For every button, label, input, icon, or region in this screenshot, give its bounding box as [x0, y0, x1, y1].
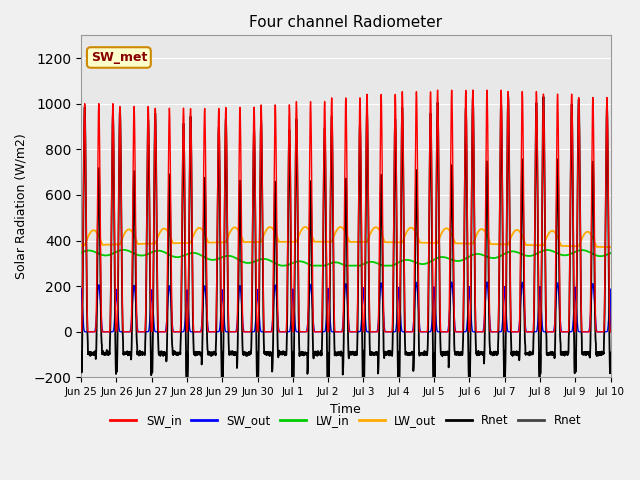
Y-axis label: Solar Radiation (W/m2): Solar Radiation (W/m2) [15, 133, 28, 279]
Text: SW_met: SW_met [91, 51, 147, 64]
X-axis label: Time: Time [330, 403, 361, 416]
Legend: SW_in, SW_out, LW_in, LW_out, Rnet, Rnet: SW_in, SW_out, LW_in, LW_out, Rnet, Rnet [106, 409, 586, 432]
Title: Four channel Radiometer: Four channel Radiometer [249, 15, 442, 30]
